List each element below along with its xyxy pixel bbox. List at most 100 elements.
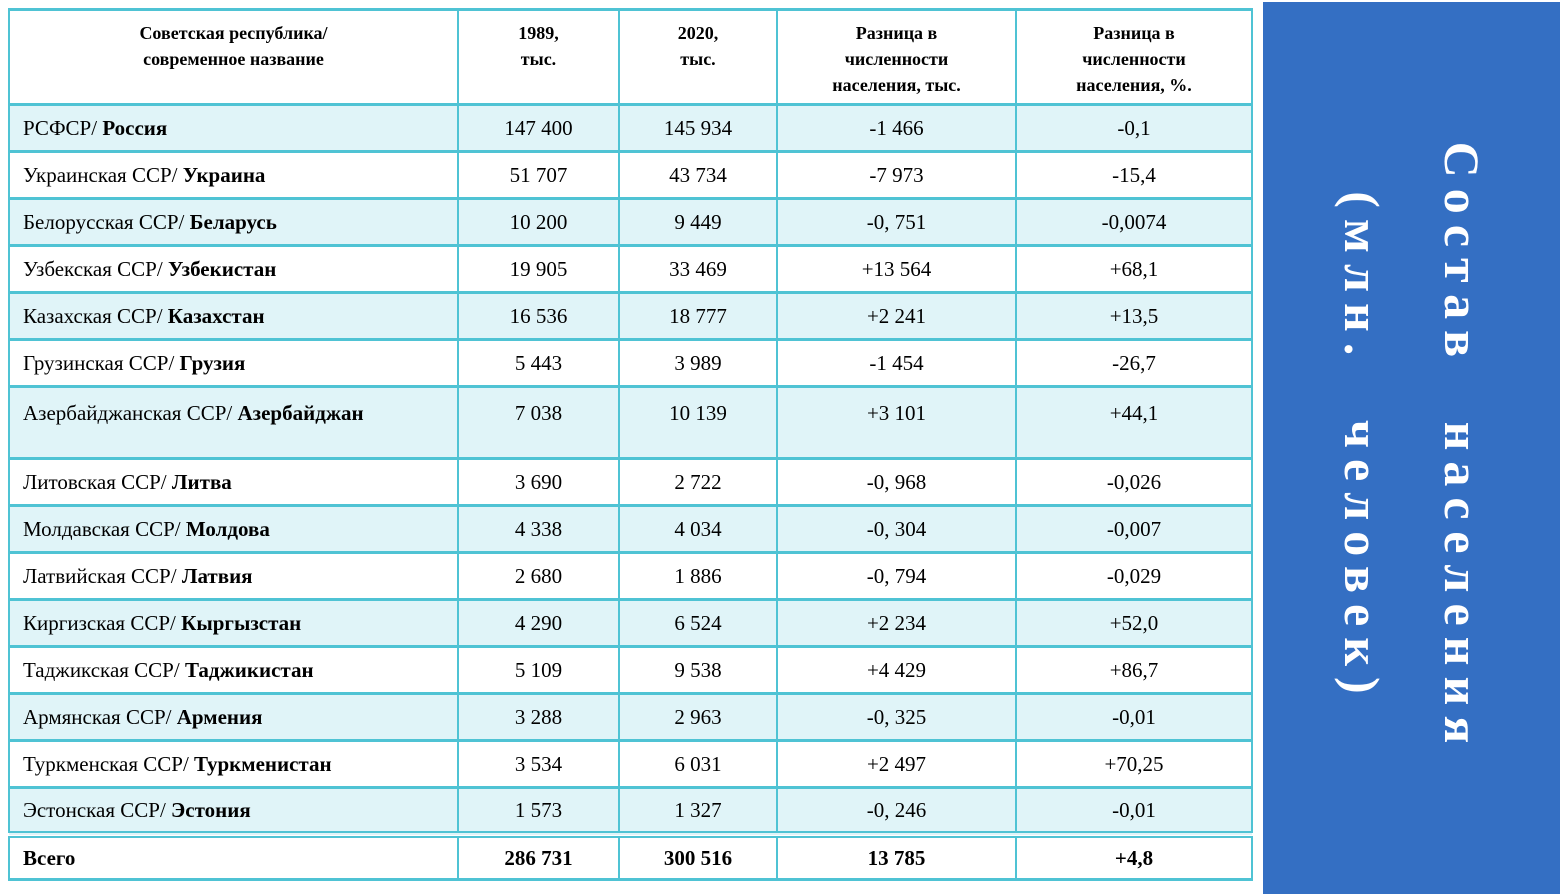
diff-thousands-cell: -1 454 <box>776 338 1017 388</box>
table-row: Таджикская ССР/ Таджикистан 5 109 9 538 +4 … <box>8 645 1253 695</box>
modern-name: Грузия <box>179 350 246 375</box>
total-diff-cell: 13 785 <box>776 831 1017 881</box>
right-sidebar-panel: Состав населения (млн. человек) <box>1263 2 1560 894</box>
diff-percent-cell: +70,25 <box>1015 739 1253 789</box>
modern-name: Азербайджан <box>237 401 364 425</box>
diff-percent-cell: -15,4 <box>1015 150 1253 200</box>
diff-percent-cell: -0,01 <box>1015 786 1253 836</box>
header-1989: 1989, тыс. <box>457 8 620 106</box>
value-1989-cell: 5 109 <box>457 645 620 695</box>
diff-thousands-cell: +3 101 <box>776 385 1017 460</box>
value-1989-cell: 7 038 <box>457 385 620 460</box>
soviet-name: Киргизская ССР/ <box>23 610 182 635</box>
population-table-container: Советская республика/ современное назван… <box>8 8 1253 881</box>
republic-cell: Эстонская ССР/ Эстония <box>8 786 459 836</box>
table-row: Грузинская ССР/ Грузия 5 443 3 989 -1 454 -2… <box>8 338 1253 388</box>
value-1989-cell: 3 288 <box>457 692 620 742</box>
soviet-name: Грузинская ССР/ <box>23 350 180 375</box>
diff-percent-cell: +44,1 <box>1015 385 1253 460</box>
table-row: Латвийская ССР/ Латвия 2 680 1 886 -0, 794-… <box>8 551 1253 601</box>
diff-percent-cell: +68,1 <box>1015 244 1253 294</box>
value-2020-cell: 10 139 <box>618 385 778 460</box>
diff-percent-cell: -0,1 <box>1015 103 1253 153</box>
value-1989-cell: 5 443 <box>457 338 620 388</box>
diff-thousands-cell: -7 973 <box>776 150 1017 200</box>
modern-name: Молдова <box>185 516 270 541</box>
republic-cell: РСФСР/ Россия <box>8 103 459 153</box>
value-1989-cell: 1 573 <box>457 786 620 836</box>
diff-thousands-cell: +4 429 <box>776 645 1017 695</box>
header-diff-thousands: Разница в численности населения, тыс. <box>776 8 1017 106</box>
republic-cell: Грузинская ССР/ Грузия <box>8 338 459 388</box>
table-row: Украинская ССР/ Украина 51 707 43 734 -7 97… <box>8 150 1253 200</box>
table-row: РСФСР/ Россия 147 400 145 934 -1 466 -0,1 <box>8 103 1253 153</box>
modern-name: Армения <box>176 704 263 729</box>
table-row: Узбекская ССР/ Узбекистан 19 905 33 469 +13… <box>8 244 1253 294</box>
table-row: Армянская ССР/ Армения 3 288 2 963 -0, 325-… <box>8 692 1253 742</box>
diff-percent-cell: -0,029 <box>1015 551 1253 601</box>
value-1989-cell: 4 338 <box>457 504 620 554</box>
modern-name: Кыргызстан <box>181 610 302 635</box>
diff-thousands-cell: -0, 751 <box>776 197 1017 247</box>
modern-name: Таджикистан <box>184 657 314 682</box>
modern-name: Украина <box>182 162 266 187</box>
soviet-name: Белорусская ССР/ <box>23 209 190 234</box>
value-2020-cell: 6 031 <box>618 739 778 789</box>
diff-thousands-cell: -0, 794 <box>776 551 1017 601</box>
republic-cell: Казахская ССР/ Казахстан <box>8 291 459 341</box>
diff-thousands-cell: +2 234 <box>776 598 1017 648</box>
republic-cell: Белорусская ССР/ Беларусь <box>8 197 459 247</box>
soviet-name: Узбекская ССР/ <box>23 256 168 281</box>
table-row: Туркменская ССР/ Туркменистан 3 534 6 031 +… <box>8 739 1253 789</box>
soviet-name: Армянская ССР/ <box>23 704 177 729</box>
soviet-name: РСФСР/ <box>23 115 103 140</box>
modern-name: Россия <box>102 115 168 140</box>
republic-cell: Литовская ССР/ Литва <box>8 457 459 507</box>
value-2020-cell: 3 989 <box>618 338 778 388</box>
table-row: Эстонская ССР/ Эстония 1 573 1 327 -0, 246-… <box>8 786 1253 836</box>
diff-percent-cell: -0,01 <box>1015 692 1253 742</box>
value-2020-cell: 9 449 <box>618 197 778 247</box>
value-1989-cell: 10 200 <box>457 197 620 247</box>
diff-percent-cell: -0,0074 <box>1015 197 1253 247</box>
value-1989-cell: 51 707 <box>457 150 620 200</box>
modern-name: Туркменистан <box>194 751 332 776</box>
header-republic: Советская республика/ современное назван… <box>8 8 459 106</box>
republic-cell: Латвийская ССР/ Латвия <box>8 551 459 601</box>
republic-cell: Киргизская ССР/ Кыргызстан <box>8 598 459 648</box>
value-1989-cell: 147 400 <box>457 103 620 153</box>
republic-cell: Туркменская ССР/ Туркменистан <box>8 739 459 789</box>
diff-thousands-cell: -0, 304 <box>776 504 1017 554</box>
table-row: Молдавская ССР/ Молдова 4 338 4 034 -0, 304… <box>8 504 1253 554</box>
value-2020-cell: 18 777 <box>618 291 778 341</box>
modern-name: Эстония <box>171 797 251 822</box>
republic-cell: Азербайджанская ССР/ Азербайджан <box>8 385 459 460</box>
table-row: Казахская ССР/ Казахстан 16 536 18 777 +2 2… <box>8 291 1253 341</box>
modern-name: Казахстан <box>167 303 265 328</box>
header-diff-percent: Разница в численности населения, %. <box>1015 8 1253 106</box>
total-1989-cell: 286 731 <box>457 831 620 881</box>
value-2020-cell: 33 469 <box>618 244 778 294</box>
value-2020-cell: 43 734 <box>618 150 778 200</box>
total-pct-cell: +4,8 <box>1015 831 1253 881</box>
value-2020-cell: 6 524 <box>618 598 778 648</box>
value-2020-cell: 2 722 <box>618 457 778 507</box>
modern-name: Латвия <box>181 563 253 588</box>
soviet-name: Латвийская ССР/ <box>23 563 182 588</box>
republic-cell: Украинская ССР/ Украина <box>8 150 459 200</box>
diff-percent-cell: +86,7 <box>1015 645 1253 695</box>
republic-cell: Таджикская ССР/ Таджикистан <box>8 645 459 695</box>
republic-cell: Молдавская ССР/ Молдова <box>8 504 459 554</box>
value-1989-cell: 2 680 <box>457 551 620 601</box>
diff-percent-cell: +13,5 <box>1015 291 1253 341</box>
diff-percent-cell: +52,0 <box>1015 598 1253 648</box>
diff-thousands-cell: +2 241 <box>776 291 1017 341</box>
total-row: Всего 286 731 300 516 13 785 +4,8 <box>8 831 1253 881</box>
diff-thousands-cell: +2 497 <box>776 739 1017 789</box>
modern-name: Беларусь <box>189 209 277 234</box>
table-row: Белорусская ССР/ Беларусь 10 200 9 449 -0, … <box>8 197 1253 247</box>
diff-thousands-cell: -0, 246 <box>776 786 1017 836</box>
sidebar-vertical-title: Состав населения (млн. человек) <box>1333 141 1490 755</box>
value-1989-cell: 3 690 <box>457 457 620 507</box>
value-1989-cell: 16 536 <box>457 291 620 341</box>
